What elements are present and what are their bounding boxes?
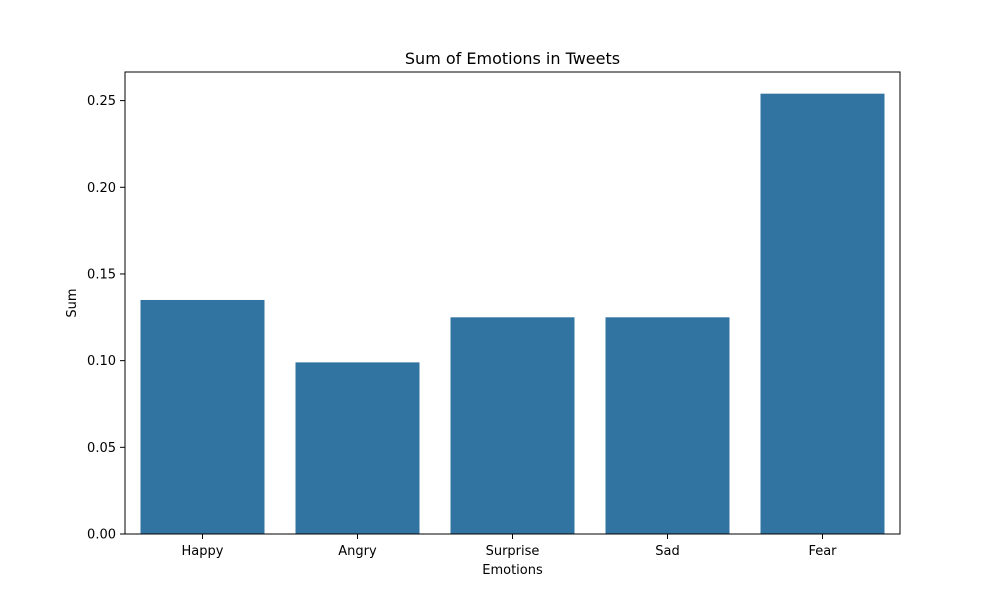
bar-angry	[295, 362, 420, 534]
bar-surprise	[450, 317, 575, 534]
x-tick-label: Fear	[808, 544, 837, 559]
y-tick-label: 0.10	[87, 354, 116, 369]
y-tick-label: 0.00	[87, 528, 116, 543]
x-tick-label: Happy	[182, 544, 224, 559]
x-axis: Happy Angry Surprise Sad Fear	[182, 534, 837, 559]
y-tick-label: 0.25	[87, 94, 116, 109]
x-tick-label: Angry	[338, 544, 377, 559]
chart-title: Sum of Emotions in Tweets	[405, 49, 620, 68]
plot-frame	[124, 71, 901, 535]
bar-fear	[760, 93, 885, 534]
y-tick-label: 0.20	[87, 181, 116, 196]
y-axis-label: Sum	[65, 288, 80, 317]
bar-happy	[140, 299, 265, 534]
x-tick-label: Sad	[655, 544, 679, 559]
x-axis-label: Emotions	[482, 563, 543, 578]
y-tick-label: 0.05	[87, 441, 116, 456]
x-tick-label: Surprise	[486, 544, 540, 559]
y-axis: 0.00 0.05 0.10 0.15 0.20 0.25	[87, 94, 125, 543]
bars-group	[140, 93, 885, 534]
y-tick-label: 0.15	[87, 267, 116, 282]
bar-sad	[605, 317, 730, 534]
